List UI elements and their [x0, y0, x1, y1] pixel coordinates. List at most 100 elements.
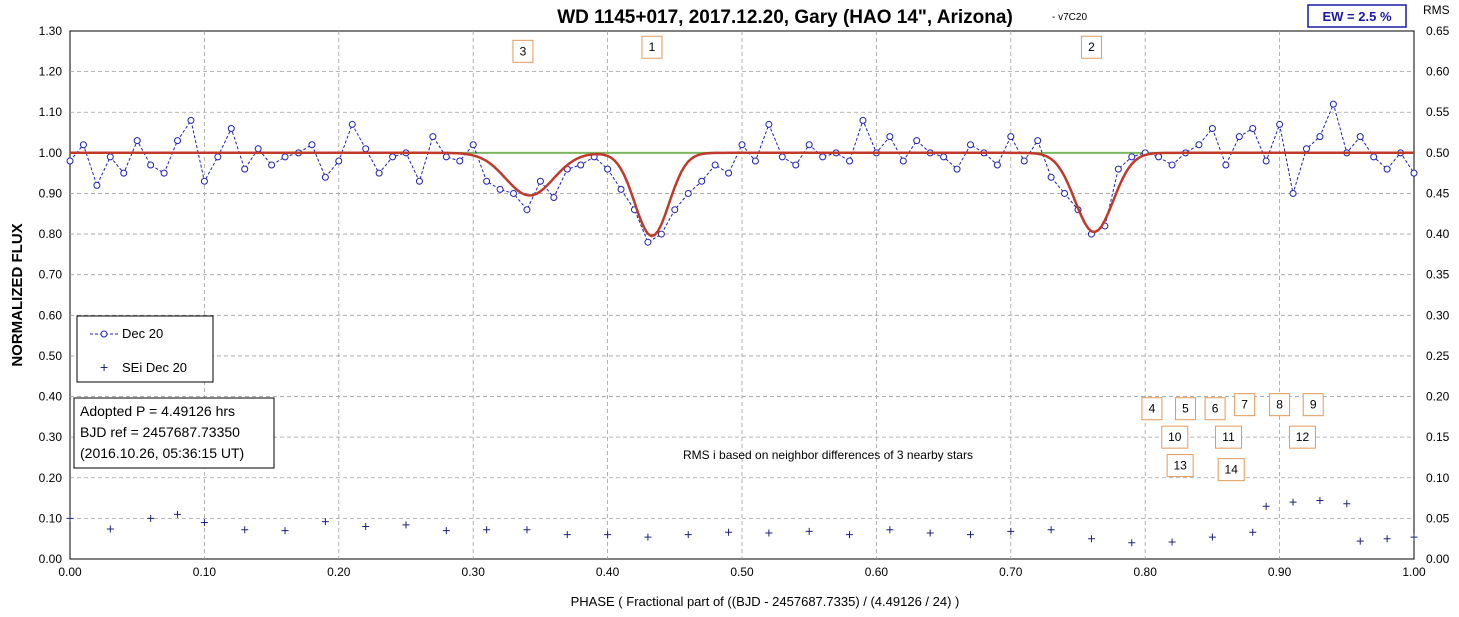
flux-point	[227, 124, 235, 132]
y-tick-label: 1.20	[39, 65, 63, 79]
rms-point	[805, 527, 813, 535]
rms-point	[1262, 502, 1270, 510]
rms-point	[563, 531, 571, 539]
flux-point	[321, 173, 329, 181]
y2-tick-label: 0.35	[1426, 268, 1450, 282]
flux-point	[1168, 161, 1176, 169]
rms-point	[1383, 535, 1391, 543]
rms-point	[241, 526, 249, 534]
event-label: 14	[1225, 463, 1239, 477]
event-label: 3	[520, 44, 527, 58]
flux-point	[1128, 153, 1136, 161]
flux-point	[442, 153, 450, 161]
flux-point	[1222, 161, 1230, 169]
rms-point	[483, 526, 491, 534]
y2-tick-label: 0.00	[1426, 552, 1450, 566]
y-tick-label: 0.70	[39, 268, 63, 282]
y-tick-label: 0.60	[39, 308, 63, 322]
flux-point	[496, 185, 504, 193]
event-label: 13	[1173, 459, 1187, 473]
flux-point	[241, 165, 249, 173]
x-tick-label: 0.80	[1134, 565, 1158, 579]
event-label: 11	[1222, 430, 1235, 444]
flux-point	[1383, 165, 1391, 173]
info-box-frame	[73, 397, 275, 469]
rms-point	[442, 527, 450, 535]
ew-label: EW = 2.5 %	[1323, 9, 1392, 24]
x-tick-label: 0.50	[730, 565, 754, 579]
flux-point	[886, 133, 894, 141]
flux-point	[953, 165, 961, 173]
flux-point	[1370, 153, 1378, 161]
rms-point	[725, 528, 733, 536]
rms-point	[200, 518, 208, 526]
flux-point	[1020, 157, 1028, 165]
y2-tick-label: 0.55	[1426, 105, 1450, 119]
flux-point	[577, 161, 585, 169]
y-tick-label: 1.00	[39, 146, 63, 160]
flux-point	[308, 141, 316, 149]
flux-point	[1208, 124, 1216, 132]
x-tick-label: 0.00	[58, 565, 82, 579]
flux-point	[375, 169, 383, 177]
flux-point	[174, 137, 182, 145]
rms-point	[846, 531, 854, 539]
event-label-box	[512, 39, 534, 63]
rms-point	[1168, 538, 1176, 546]
event-label-box	[1161, 425, 1189, 449]
event-label: 9	[1310, 398, 1317, 412]
version-tag: - v7C20	[1052, 12, 1087, 23]
x-axis-title: PHASE ( Fractional part of ((BJD - 24576…	[571, 594, 960, 609]
flux-point	[200, 177, 208, 185]
legend-rms-label: SEi Dec 20	[122, 360, 187, 375]
rms-point	[362, 523, 370, 531]
event-label: 2	[1088, 40, 1095, 54]
flux-point	[348, 120, 356, 128]
flux-point	[1195, 141, 1203, 149]
info-bjd-ref: BJD ref = 2457687.73350	[80, 424, 240, 440]
x-tick-label: 0.60	[865, 565, 889, 579]
rms-point	[402, 521, 410, 529]
flux-point	[671, 206, 679, 214]
flux-point	[281, 153, 289, 161]
gridlines	[70, 31, 1414, 559]
flux-point	[644, 238, 652, 246]
y2-axis-title: RMS	[1423, 3, 1450, 17]
flux-point	[1316, 133, 1324, 141]
rms-point	[886, 526, 894, 534]
flux-point	[819, 153, 827, 161]
flux-point	[362, 145, 370, 153]
flux-point	[79, 141, 87, 149]
y-tick-label: 0.50	[39, 349, 63, 363]
flux-point	[604, 165, 612, 173]
y-tick-label: 0.40	[39, 390, 63, 404]
flux-point	[536, 177, 544, 185]
y-tick-label: 0.00	[39, 552, 63, 566]
rms-point	[1316, 497, 1324, 505]
flux-series-points	[66, 100, 1418, 246]
flux-point	[725, 169, 733, 177]
flux-point	[1034, 137, 1042, 145]
event-label: 1	[649, 40, 656, 54]
flux-point	[1276, 120, 1284, 128]
rms-point	[1047, 526, 1055, 534]
flux-point	[765, 120, 773, 128]
flux-point	[120, 169, 128, 177]
y2-tick-label: 0.45	[1426, 186, 1450, 200]
ew-box	[1307, 4, 1407, 28]
y-tick-label: 1.10	[39, 105, 63, 119]
x-tick-label: 0.70	[999, 565, 1023, 579]
rms-point	[1289, 498, 1297, 506]
event-label: 8	[1276, 398, 1283, 412]
flux-point	[93, 181, 101, 189]
event-label-box	[1217, 458, 1245, 482]
flux-point	[1356, 133, 1364, 141]
flux-point	[1302, 145, 1310, 153]
flux-point	[66, 157, 74, 165]
flux-point	[1114, 165, 1122, 173]
flux-point	[698, 177, 706, 185]
rms-point	[1128, 539, 1136, 547]
y2-tick-label: 0.65	[1426, 24, 1450, 38]
event-label-box	[1269, 393, 1291, 417]
flux-point	[711, 161, 719, 169]
